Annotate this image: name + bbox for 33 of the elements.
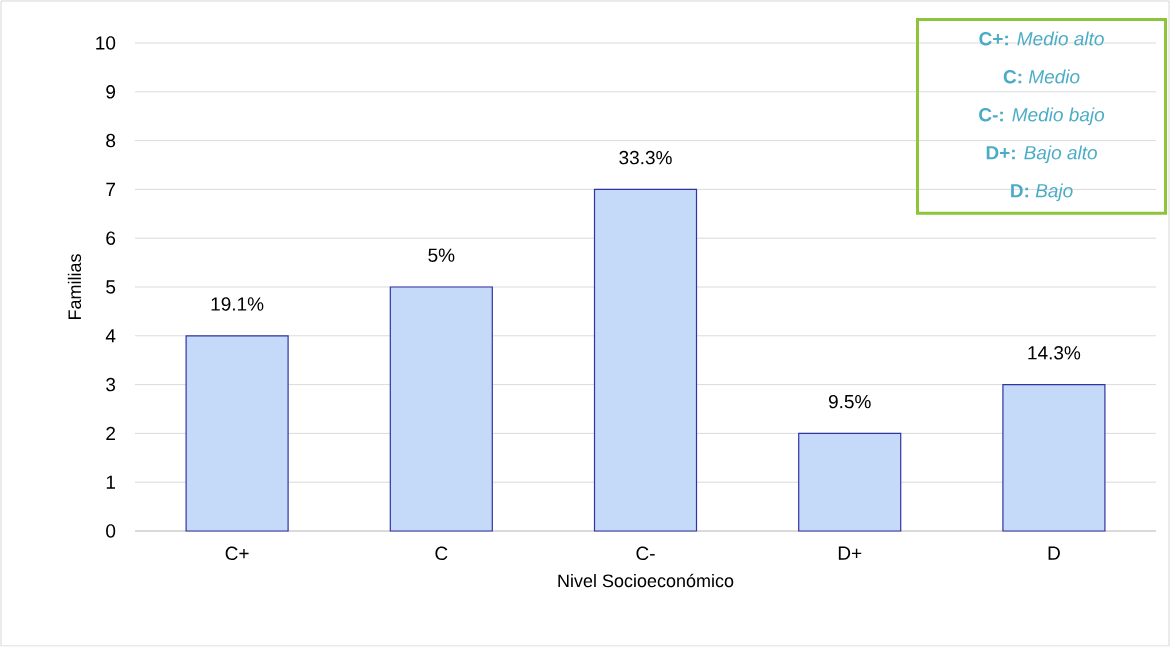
y-tick-label: 7 bbox=[106, 182, 115, 196]
y-tick-label: 1 bbox=[106, 475, 115, 489]
annotation: D+: Bajo alto bbox=[986, 145, 1097, 164]
y-tick-label: 5 bbox=[106, 280, 116, 294]
x-tick-label: C bbox=[435, 546, 448, 561]
y-tick-label: 9 bbox=[106, 85, 116, 99]
y-tick-label: 4 bbox=[105, 329, 116, 343]
annotation: 9.5% bbox=[828, 394, 871, 409]
y-tick-label: 10 bbox=[96, 36, 116, 50]
x-axis-title: Nivel Socioeconómico bbox=[558, 573, 734, 588]
y-tick-label: 3 bbox=[106, 377, 116, 392]
bar bbox=[1002, 383, 1106, 532]
annotation: 19.1% bbox=[211, 297, 264, 311]
bar bbox=[593, 188, 698, 532]
y-axis-title: Familias bbox=[67, 254, 82, 320]
annotation: C-: Medio bajo bbox=[979, 107, 1105, 126]
annotation: D: Bajo bbox=[1011, 183, 1073, 202]
annotation: C: Medio bbox=[1003, 69, 1080, 84]
y-tick-label: 8 bbox=[106, 133, 116, 148]
bar bbox=[185, 335, 289, 532]
x-tick-label: C- bbox=[636, 546, 655, 561]
bar bbox=[389, 286, 493, 532]
x-tick-label: D bbox=[1048, 546, 1060, 560]
y-tick-label: 6 bbox=[106, 231, 116, 245]
x-tick-label: D+ bbox=[838, 546, 862, 560]
annotation: 5% bbox=[428, 248, 455, 262]
y-tick-label: 0 bbox=[106, 524, 116, 538]
annotation: C+: Medio alto bbox=[979, 31, 1104, 46]
annotation: 33.3% bbox=[619, 150, 672, 165]
annotation: 14.3% bbox=[1028, 346, 1081, 360]
bar bbox=[798, 432, 902, 532]
x-tick-label: C+ bbox=[225, 546, 249, 561]
y-tick-label: 2 bbox=[106, 426, 115, 441]
